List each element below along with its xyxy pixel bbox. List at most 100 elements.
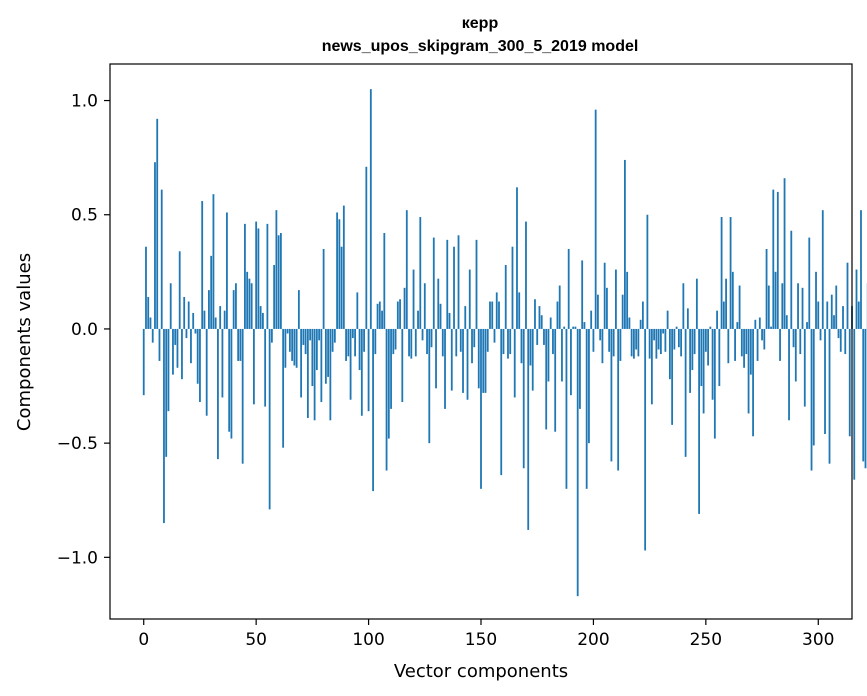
bar (534, 299, 536, 329)
bar (770, 326, 772, 329)
bar (480, 328, 482, 489)
bar (340, 246, 343, 329)
x-tick-label: 0 (138, 630, 149, 650)
bar (302, 328, 305, 345)
bar (432, 237, 435, 329)
bar (628, 317, 631, 329)
bar (599, 328, 602, 341)
bar (713, 328, 716, 439)
bar (799, 328, 802, 355)
bar (590, 310, 593, 329)
bar (232, 290, 235, 329)
bar (554, 328, 557, 432)
bar (718, 328, 721, 387)
bar (394, 328, 397, 350)
y-tick-label: −1.0 (57, 548, 98, 568)
bar (698, 328, 700, 514)
bar (329, 328, 332, 421)
bar (635, 328, 638, 350)
bar (803, 328, 806, 407)
bar (156, 118, 159, 329)
bar (212, 194, 215, 329)
bar (158, 328, 161, 361)
bar (842, 306, 844, 329)
bar (857, 301, 860, 329)
bar (547, 328, 550, 382)
bar (579, 328, 581, 409)
bar (754, 319, 757, 329)
bar (498, 301, 500, 329)
bar (228, 328, 231, 432)
bar (199, 328, 201, 403)
bar (363, 328, 365, 352)
bar (855, 269, 858, 329)
bar (376, 303, 379, 329)
bar (367, 328, 370, 412)
bar (309, 328, 312, 341)
bar (151, 328, 154, 343)
bar (675, 326, 678, 329)
bar (266, 223, 269, 329)
bar (511, 246, 514, 329)
bar (286, 328, 289, 334)
bar (365, 166, 368, 329)
bar (561, 328, 563, 382)
bar (617, 328, 620, 471)
bar (475, 239, 478, 329)
bar (853, 328, 856, 480)
bar (574, 326, 577, 329)
bar (313, 328, 316, 421)
bar (767, 285, 770, 329)
bar (500, 328, 503, 476)
bar (520, 328, 523, 364)
bar (354, 328, 356, 357)
bar (606, 287, 608, 329)
bar (752, 328, 754, 437)
bar (619, 328, 622, 361)
bar (336, 212, 338, 329)
bar (428, 328, 431, 444)
bar (401, 328, 404, 403)
bar (552, 328, 554, 355)
bar (192, 312, 195, 329)
bar (403, 287, 406, 329)
bar (709, 326, 712, 329)
bar (817, 301, 820, 329)
bar (621, 294, 624, 329)
bar (662, 328, 665, 334)
bar (509, 328, 512, 355)
bar (691, 328, 694, 371)
bar (529, 328, 532, 366)
bar (624, 159, 626, 329)
bar (633, 328, 635, 359)
bar (466, 328, 469, 400)
bar (430, 328, 433, 348)
bar (450, 328, 453, 391)
bar (262, 312, 264, 329)
bar (435, 328, 437, 389)
bar (181, 328, 183, 380)
bar (437, 278, 440, 329)
bar (293, 328, 296, 366)
bar (740, 328, 743, 357)
bar (333, 328, 336, 343)
bar (664, 328, 667, 352)
bar (666, 310, 669, 329)
bar (471, 328, 473, 364)
bar (615, 269, 617, 329)
bar (183, 296, 186, 329)
bar (513, 328, 516, 398)
bar (165, 328, 168, 457)
bar (810, 328, 813, 471)
bar (650, 328, 653, 405)
bar (230, 328, 233, 439)
bar (592, 328, 595, 352)
bar (833, 315, 835, 329)
bar (486, 328, 489, 352)
bar (387, 328, 390, 439)
bar (518, 292, 521, 329)
bar (567, 249, 570, 329)
bar (208, 290, 210, 329)
bar (815, 271, 817, 329)
bar (169, 283, 172, 329)
